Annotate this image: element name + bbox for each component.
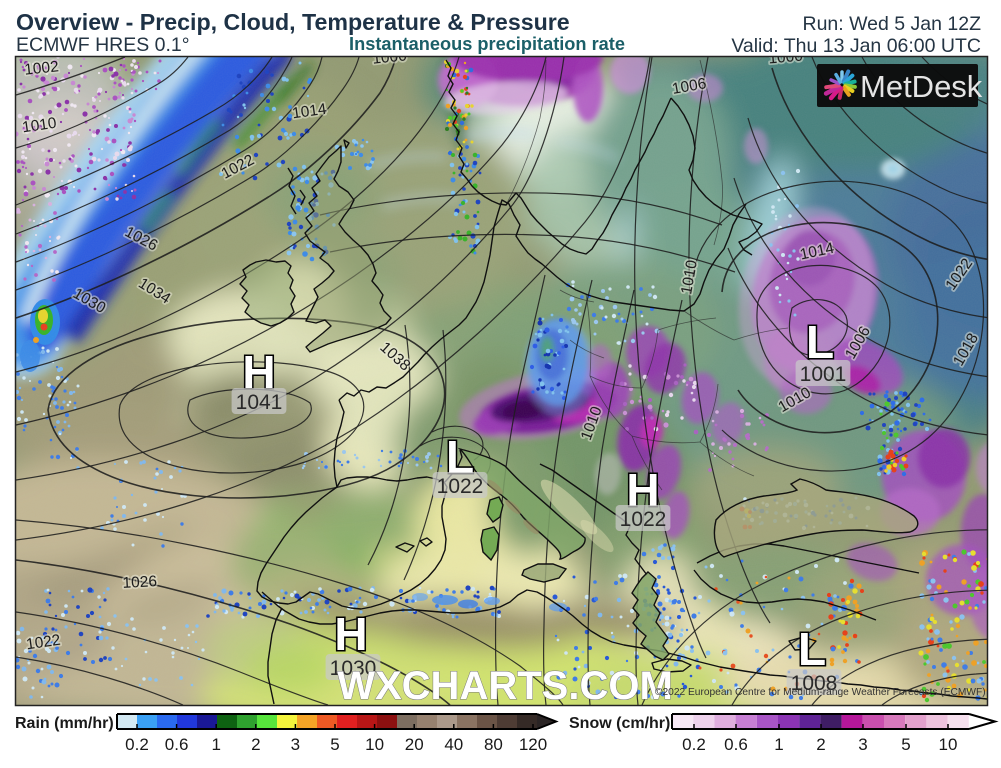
svg-text:L: L xyxy=(798,623,826,675)
svg-text:2: 2 xyxy=(251,735,260,754)
svg-text:5: 5 xyxy=(901,735,910,754)
svg-text:1001: 1001 xyxy=(800,363,847,386)
svg-text:Valid: Thu 13 Jan 06:00 UTC: Valid: Thu 13 Jan 06:00 UTC xyxy=(731,35,981,57)
svg-text:1008: 1008 xyxy=(791,672,838,695)
svg-text:Rain (mm/hr): Rain (mm/hr) xyxy=(15,715,114,732)
svg-text:MetDesk: MetDesk xyxy=(860,69,983,104)
svg-text:2: 2 xyxy=(816,735,825,754)
svg-text:Snow (cm/hr): Snow (cm/hr) xyxy=(569,715,670,732)
svg-text:1022: 1022 xyxy=(437,475,484,498)
svg-text:H: H xyxy=(334,608,367,660)
svg-text:1041: 1041 xyxy=(236,391,283,414)
svg-text:0.2: 0.2 xyxy=(682,735,706,754)
svg-text:1030: 1030 xyxy=(330,657,377,680)
svg-text:1022: 1022 xyxy=(620,508,667,531)
svg-text:Overview - Precip, Cloud, Temp: Overview - Precip, Cloud, Temperature & … xyxy=(16,9,570,35)
svg-text:Run: Wed 5 Jan 12Z: Run: Wed 5 Jan 12Z xyxy=(803,13,982,35)
svg-text:5: 5 xyxy=(330,735,339,754)
svg-text:0.6: 0.6 xyxy=(724,735,748,754)
svg-text:0.6: 0.6 xyxy=(165,735,189,754)
svg-text:80: 80 xyxy=(484,735,503,754)
svg-text:1: 1 xyxy=(774,735,783,754)
svg-text:1026: 1026 xyxy=(122,573,157,592)
svg-text:3: 3 xyxy=(858,735,867,754)
svg-text:10: 10 xyxy=(365,735,384,754)
svg-text:1: 1 xyxy=(211,735,220,754)
svg-text:20: 20 xyxy=(405,735,424,754)
svg-text:Instantaneous precipitation ra: Instantaneous precipitation rate xyxy=(349,34,625,54)
svg-text:40: 40 xyxy=(444,735,463,754)
svg-text:3: 3 xyxy=(291,735,300,754)
svg-text:0.2: 0.2 xyxy=(125,735,149,754)
svg-text:10: 10 xyxy=(939,735,958,754)
svg-text:1002: 1002 xyxy=(23,58,59,79)
svg-text:WXCHARTS.COM: WXCHARTS.COM xyxy=(337,664,673,708)
svg-text:120: 120 xyxy=(519,735,547,754)
svg-text:ECMWF HRES 0.1°: ECMWF HRES 0.1° xyxy=(16,34,190,56)
svg-text:©2022 European Centre for Medi: ©2022 European Centre for Medium-range W… xyxy=(655,687,986,698)
